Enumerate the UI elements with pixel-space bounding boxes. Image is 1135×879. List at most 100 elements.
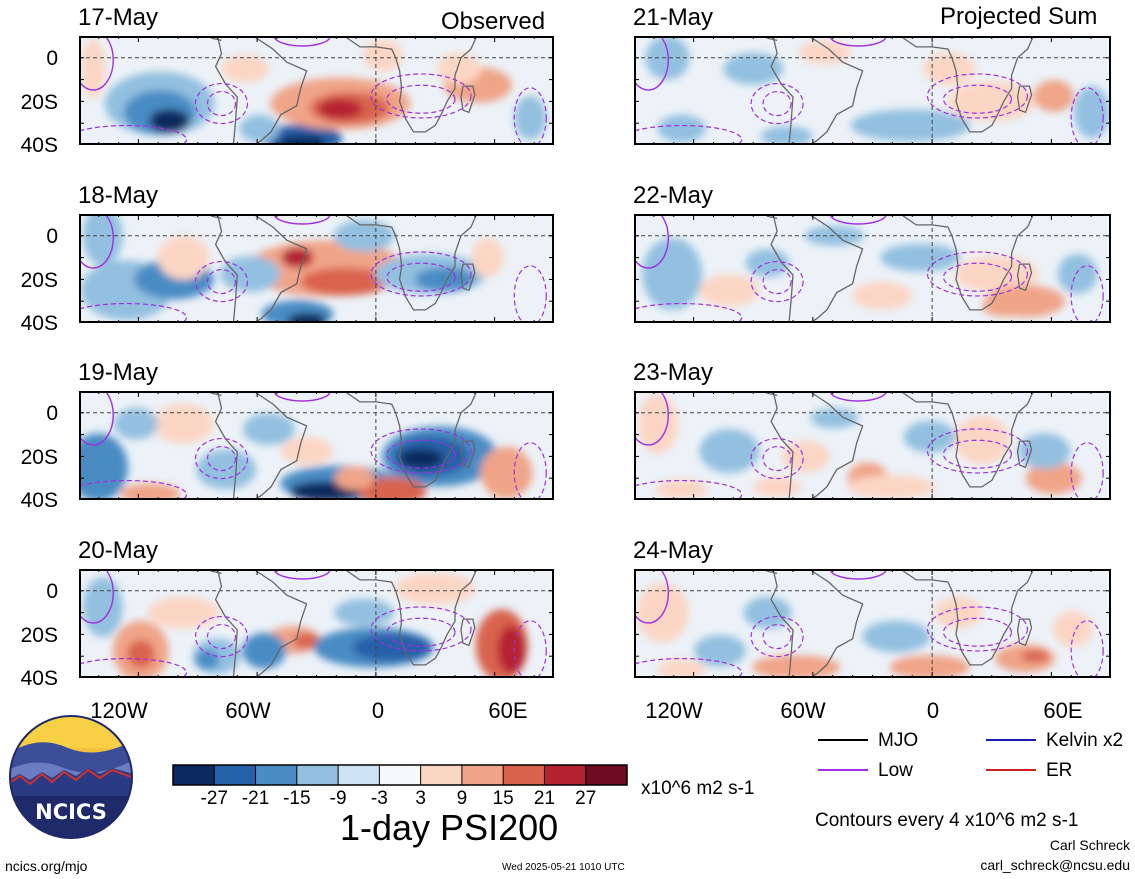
anomaly-blob [81,38,106,99]
low-contour-dashed [370,251,472,297]
anomaly-blob [693,634,746,667]
anomaly-blob [636,582,689,643]
anomaly-blob [947,81,1036,122]
colorbar-label: -15 [283,788,311,809]
anomaly-blob [281,247,314,268]
low-contour [829,569,887,580]
anomaly-blob [220,255,280,292]
lat-label-0: 0 [46,47,58,70]
coastline [899,391,1035,488]
coastline [899,36,1035,133]
anomaly-blob [852,281,913,310]
timestamp-label: Wed 2025-05-21 1010 UTC [502,862,625,873]
map-panel-projected-1 [634,36,1111,145]
coastline [214,391,308,500]
low-contour-dashed [194,82,249,125]
low-contour-dashed [926,73,1029,119]
colorbar-label: 27 [575,788,597,809]
anomaly-blob [934,596,983,629]
anomaly-blob [645,36,690,80]
panel-date-proj-3: 23-May [633,359,714,386]
panel-date-proj-1: 21-May [633,4,714,31]
coastline [770,214,864,323]
anomaly-blob [982,296,1031,317]
lat-label-0: 0 [46,225,58,248]
low-contour-dashed [370,73,472,119]
lat-label-20s: 20S [20,446,58,469]
anomaly-blob [126,640,155,669]
low-contour [273,391,331,402]
low-contour-dashed [762,268,792,295]
panel-date-proj-4: 24-May [633,537,714,564]
low-contour-dashed [762,623,792,650]
colorbar-label: -27 [200,788,228,809]
colorbar-swatch [338,765,380,785]
colorbar-swatch [544,765,587,785]
low-contour [273,214,331,225]
coastline [1016,263,1033,292]
lat-label-40s: 40S [20,134,58,157]
lat-label-20s: 20S [20,91,58,114]
legend-label-mjo: MJO [878,730,919,751]
lon-label-120w: 120W [645,698,703,723]
low-contour-dashed [513,265,547,323]
anomaly-blob [82,577,123,638]
lat-label-40s: 40S [20,667,58,690]
anomaly-blob [804,225,865,246]
colorbar-label: -3 [370,788,388,809]
low-contour [634,214,670,269]
low-contour [634,36,670,91]
coastline [460,618,476,647]
coastline [1016,618,1033,647]
anomaly-blob [221,54,270,83]
low-contour-dashed [926,251,1029,297]
anomaly-blob [239,114,280,143]
coastline [460,440,476,469]
contour-legend [818,739,1036,771]
low-contour-dashed [942,84,1013,114]
low-contour-dashed [386,439,456,469]
low-contour [273,569,331,580]
low-contour-dashed [194,615,249,658]
colorbar-swatch [255,765,298,785]
coastline [178,36,222,42]
anomaly-blob [149,109,190,134]
low-contour-dashed [634,124,743,145]
anomaly-blob [743,596,792,629]
low-contour-dashed [750,82,804,125]
low-contour [79,391,114,446]
colorbar-swatch [379,765,422,785]
low-contour-dashed [942,262,1013,292]
coastline [460,263,476,292]
low-contour-dashed [926,428,1029,474]
anomaly-blob [243,413,295,446]
lat-label-20s: 20S [20,624,58,647]
low-contour [829,36,887,47]
map-panel-projected-2 [634,214,1111,323]
coastline [1016,440,1033,469]
low-contour [79,36,114,91]
low-contour-dashed [370,606,472,652]
lon-label-60e: 60E [1043,698,1083,723]
low-contour-dashed [194,437,249,480]
anomaly-blob [437,52,481,85]
colorbar-label: -21 [241,788,270,809]
anomaly-blob [847,474,936,499]
low-contour-dashed [206,268,237,295]
low-contour [634,391,670,446]
coastline [770,391,864,500]
coastline [214,36,308,145]
low-contour [273,36,331,47]
panel-date-obs-2: 18-May [78,182,159,209]
anomaly-blob [114,407,158,440]
panel-date-proj-2: 22-May [633,182,714,209]
low-contour-dashed [370,428,472,474]
anomaly-blob [922,52,975,85]
anomaly-blob [395,572,476,605]
anomaly-blob [157,235,210,280]
anomaly-blob [903,420,956,453]
anomaly-blob [880,243,961,272]
anomaly-blob [699,274,760,307]
panel-date-obs-1: 17-May [78,4,159,31]
legend-label-er: ER [1046,760,1073,781]
